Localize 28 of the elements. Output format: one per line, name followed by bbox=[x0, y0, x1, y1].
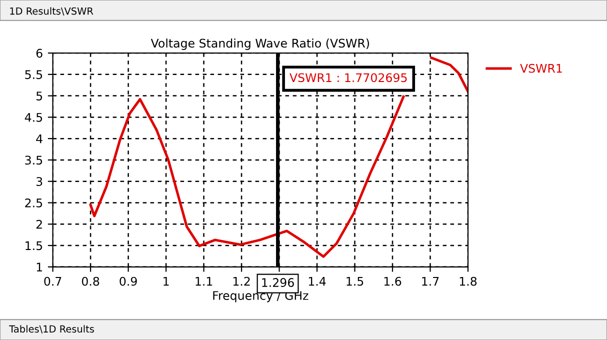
x-tick-label: 1.6 bbox=[384, 276, 402, 286]
x-tick-label: 1.2 bbox=[233, 276, 250, 286]
y-tick-label: 3.5 bbox=[25, 156, 42, 165]
y-tick-label: 2 bbox=[36, 220, 42, 229]
x-tick-label: 0.7 bbox=[44, 276, 62, 286]
y-tick-label: 2.5 bbox=[25, 198, 42, 208]
ref-line-label: 1.296 bbox=[262, 278, 294, 287]
chart-title: Voltage Standing Wave Ratio (VSWR) bbox=[150, 38, 370, 50]
y-tick-label: 6 bbox=[36, 48, 42, 58]
y-tick-label: 4.5 bbox=[24, 113, 42, 122]
x-tick-label: 0.9 bbox=[120, 276, 137, 286]
x-tick-label: 1.5 bbox=[346, 276, 364, 286]
y-tick-label: 3 bbox=[36, 177, 42, 186]
legend-label: VSWR1 bbox=[520, 64, 562, 73]
text: 1D Results\VSWR bbox=[10, 7, 94, 16]
x-tick-label: 1.8 bbox=[460, 276, 477, 286]
y-tick-label: 5.5 bbox=[25, 70, 42, 80]
x-tick-label: 1 bbox=[164, 276, 169, 286]
x-tick-label: 1.1 bbox=[196, 276, 212, 286]
text: Tables\1D Results bbox=[9, 325, 94, 334]
x-tick-label: 1.4 bbox=[308, 276, 326, 286]
x-tick-label: 0.8 bbox=[82, 276, 100, 286]
annotation: VSWR1 : 1.7702695 bbox=[290, 73, 407, 82]
y-tick-label: 1.5 bbox=[26, 241, 42, 250]
y-tick-label: 4 bbox=[36, 134, 42, 144]
x-tick-label: 1.7 bbox=[422, 276, 439, 286]
y-tick-label: 5 bbox=[36, 92, 42, 100]
y-tick-label: 1 bbox=[36, 262, 42, 272]
